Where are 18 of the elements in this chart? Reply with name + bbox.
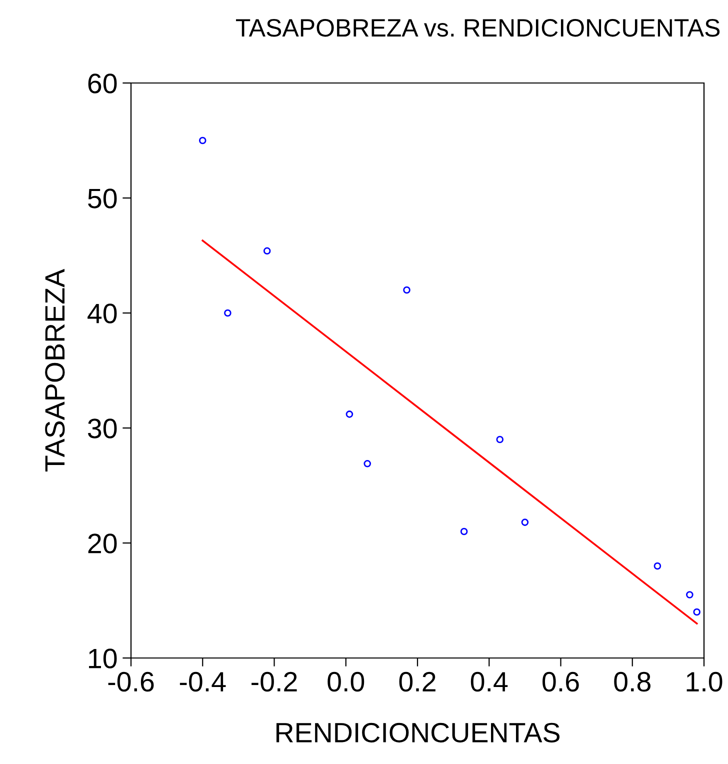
y-tick-label: 10: [89, 648, 117, 668]
x-tick-label: -0.2: [252, 672, 297, 692]
y-tick-label: 20: [88, 534, 117, 554]
x-tick-label: 1.0: [686, 672, 722, 692]
x-tick-label: -0.4: [180, 672, 226, 692]
x-tick-label: 0.0: [328, 672, 364, 692]
x-tick-label: 0.2: [399, 672, 436, 692]
y-axis-title: TASAPOBREZA: [45, 268, 65, 472]
x-tick-label: -0.6: [108, 672, 154, 692]
y-tick-label: 30: [88, 418, 117, 438]
chart-title: TASAPOBREZA vs. RENDICIONCUENTAS: [236, 19, 720, 37]
x-tick-label: 0.8: [614, 672, 650, 692]
x-tick-label: 0.6: [542, 672, 579, 692]
y-tick-label: 60: [88, 74, 117, 94]
y-tick-label: 40: [88, 304, 117, 324]
y-tick-label: 50: [88, 188, 117, 208]
x-tick-label: 0.4: [470, 672, 508, 692]
x-axis-title: RENDICIONCUENTAS: [276, 722, 560, 742]
